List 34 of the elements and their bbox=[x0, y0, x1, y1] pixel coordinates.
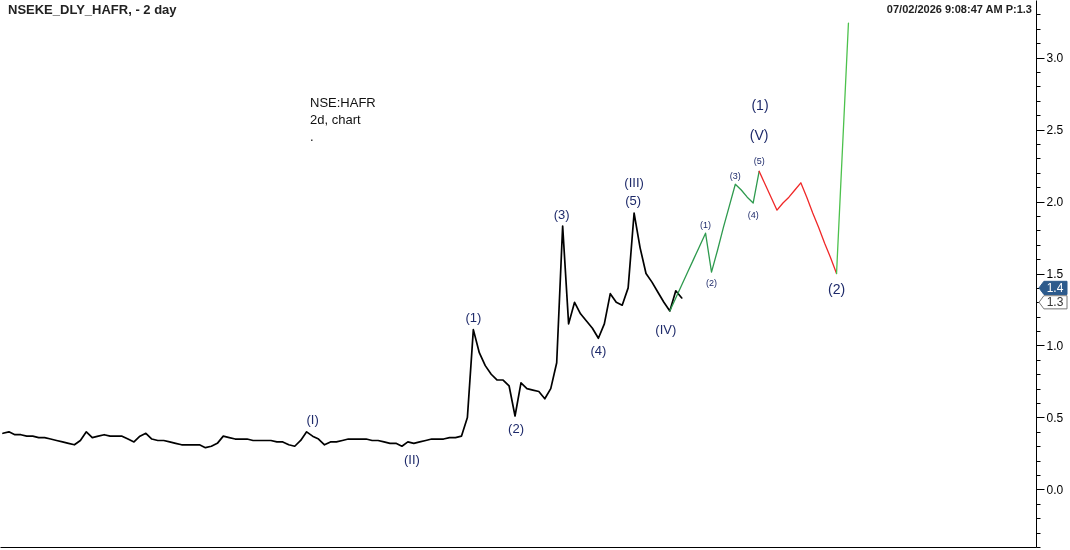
chart-title: NSEKE_DLY_HAFR, - 2 day bbox=[8, 2, 178, 17]
annotation: (I) bbox=[306, 411, 319, 427]
annotation: (4) bbox=[590, 343, 607, 359]
annotation: 1.3 bbox=[1046, 295, 1064, 310]
annotation: (2) bbox=[706, 278, 718, 289]
annotation: (3) bbox=[553, 207, 570, 222]
annotation: (3) bbox=[729, 171, 741, 182]
y-tick-label: 0.5 bbox=[1046, 410, 1064, 425]
y-tick-label: 1.0 bbox=[1046, 338, 1064, 353]
annotation: (2) bbox=[827, 280, 846, 297]
annotation: (1) bbox=[465, 309, 482, 325]
annotation: (IV) bbox=[655, 321, 677, 337]
chart-subtitle: 07/02/2026 9:08:47 AM P:1.3 bbox=[886, 3, 1032, 15]
annotation: (5) bbox=[753, 156, 765, 167]
y-tick-label: 2.5 bbox=[1046, 123, 1064, 138]
annotation: (III) bbox=[624, 175, 644, 191]
annotation: 2d, chart bbox=[310, 112, 361, 127]
annotation: (II) bbox=[403, 452, 420, 468]
annotation: (1) bbox=[751, 97, 769, 113]
annotation: (2) bbox=[508, 421, 524, 437]
annotation: . bbox=[310, 129, 314, 144]
line-series bbox=[2, 212, 683, 449]
annotation: 1.4 bbox=[1046, 280, 1064, 295]
annotation: NSE:HAFR bbox=[310, 95, 376, 110]
y-tick-label: 0.0 bbox=[1046, 482, 1064, 497]
annotation: (V) bbox=[749, 127, 769, 144]
line-series bbox=[669, 170, 760, 312]
y-tick-label: 1.5 bbox=[1046, 267, 1064, 281]
y-tick-label: 2.0 bbox=[1046, 195, 1064, 210]
line-series bbox=[758, 170, 838, 275]
annotation: (5) bbox=[625, 193, 642, 209]
annotation: (4) bbox=[747, 209, 759, 220]
annotation: (1) bbox=[700, 220, 712, 231]
y-tick-label: 3.0 bbox=[1046, 51, 1064, 66]
